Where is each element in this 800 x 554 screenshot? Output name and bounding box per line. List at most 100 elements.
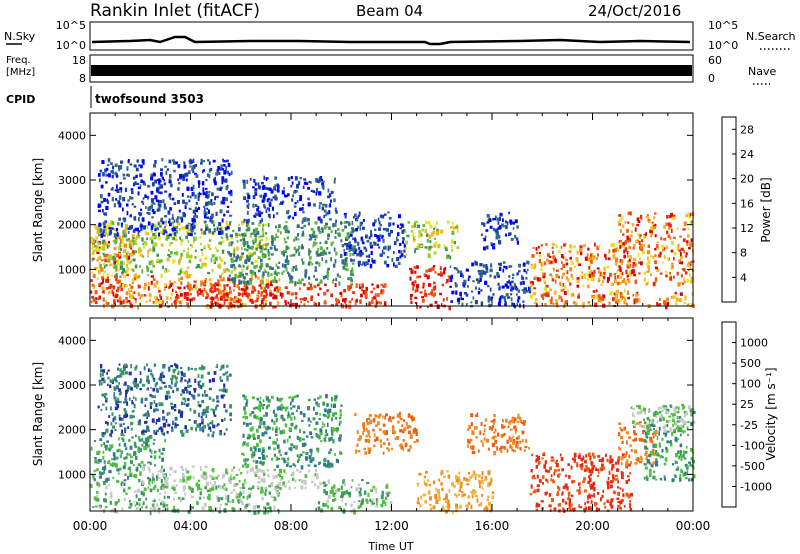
data-cell [118,443,121,447]
data-cell [283,439,286,444]
data-cell [318,176,322,180]
data-cell [218,389,222,392]
data-cell [246,245,250,248]
data-cell [325,429,328,434]
data-cell [249,422,252,425]
data-cell [265,412,268,416]
data-cell [236,305,240,309]
data-cell [311,457,315,462]
data-cell [251,301,255,304]
data-cell [486,284,490,288]
data-cell [253,214,257,218]
data-cell [184,425,187,430]
data-cell [108,279,111,282]
data-cell [256,294,260,297]
data-cell [652,281,656,287]
data-cell [254,237,257,241]
data-cell [607,276,610,281]
data-cell [120,450,123,454]
data-cell [251,246,254,250]
data-cell [195,208,199,213]
data-cell [555,269,559,272]
data-cell [241,302,244,307]
data-cell [517,296,521,300]
data-cell [309,236,313,240]
data-cell [173,202,177,205]
data-cell [616,269,619,274]
nsky-panel: N.Sky 10^5 10^0 10^5 10^0 N.Search [4,19,796,52]
data-cell [397,232,400,237]
data-cell [435,488,438,491]
data-cell [566,270,569,274]
data-cell [209,474,212,478]
data-cell [142,429,146,433]
data-cell [106,174,110,177]
data-cell [132,258,136,262]
data-cell [175,296,179,301]
data-cell [238,227,241,232]
data-cell [307,222,311,226]
data-cell [147,195,150,200]
data-cell [113,299,116,304]
data-cell [113,247,117,251]
data-cell [351,297,353,301]
data-cell [152,264,155,268]
data-cell [379,253,383,257]
data-cell [120,239,122,244]
data-cell [265,236,268,242]
data-cell [617,275,620,279]
data-cell [555,299,558,303]
data-cell [410,270,414,274]
data-cell [352,247,355,252]
data-cell [148,468,151,473]
data-cell [193,387,197,391]
data-cell [232,488,236,492]
data-cell [502,218,504,223]
data-cell [261,432,265,437]
data-cell [153,438,156,441]
data-cell [273,186,276,190]
data-cell [215,257,218,261]
data-cell [290,292,294,296]
data-cell [210,290,214,294]
data-cell [484,478,488,481]
data-cell [293,205,297,208]
data-cell [324,414,328,418]
data-cell [188,287,191,292]
data-cell [121,481,124,484]
data-cell [427,221,431,225]
data-cell [257,182,260,186]
data-cell [348,494,351,498]
data-cell [134,445,137,449]
data-cell [125,223,129,228]
data-cell [94,300,98,304]
data-cell [418,230,422,234]
data-cell [190,506,194,509]
data-cell [200,162,203,165]
data-cell [337,298,340,303]
data-cell [156,429,159,433]
data-cell [344,214,347,219]
data-cell [516,240,519,245]
data-cell [187,228,190,233]
data-cell [417,242,420,247]
data-cell [273,468,276,471]
data-cell [190,233,193,237]
data-cell [200,158,203,163]
data-cell [188,378,191,383]
data-cell [429,303,433,307]
data-cell [95,236,98,240]
data-cell [130,422,133,426]
data-cell [96,498,100,502]
data-cell [328,210,331,215]
data-cell [273,236,276,241]
data-cell [312,241,316,246]
data-cell [532,292,536,296]
data-cell [182,477,185,481]
data-cell [242,179,246,183]
data-cell [628,237,631,242]
data-cell [194,194,197,199]
data-cell [163,206,167,210]
data-cell [621,259,624,264]
data-cell [249,254,252,258]
